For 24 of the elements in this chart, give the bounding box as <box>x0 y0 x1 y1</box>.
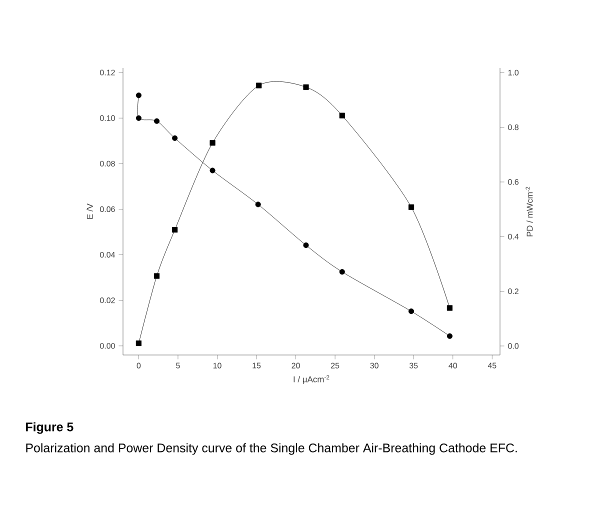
text: Polarization and Power Density curve of the Single Chamber Air-Breathing Cathode EFC. <box>26 443 517 455</box>
point <box>255 202 261 208</box>
y2-axis-title: PD / mWcm$^{-2}$ <box>526 186 533 236</box>
point <box>303 242 309 248</box>
point <box>210 168 216 174</box>
point <box>154 118 160 124</box>
point <box>408 204 414 210</box>
point <box>136 340 142 346</box>
point <box>256 82 262 88</box>
point <box>339 112 345 118</box>
point <box>136 115 142 121</box>
point <box>446 305 453 311</box>
y-axis-title: E /V <box>86 204 93 219</box>
point <box>136 92 142 98</box>
point <box>172 135 178 141</box>
point <box>303 84 309 90</box>
point <box>339 269 345 275</box>
text: Figure 5 <box>26 422 74 434</box>
x-axis-title: I / μAcm$^{-2}$ <box>294 375 330 384</box>
point <box>154 273 160 279</box>
point <box>210 140 216 146</box>
point <box>446 333 453 339</box>
point <box>172 227 178 233</box>
point <box>408 308 414 314</box>
